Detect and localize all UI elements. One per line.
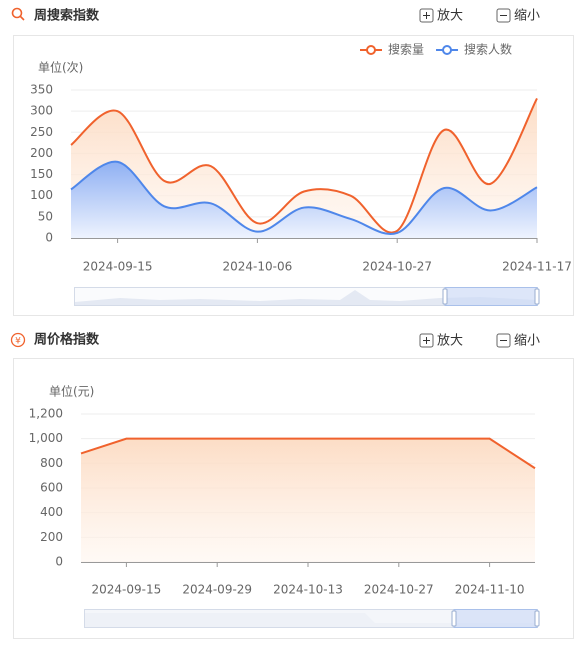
search-icon	[11, 7, 25, 21]
y-tick-label: 800	[40, 456, 63, 470]
y-axis-label: 单位(次)	[38, 60, 83, 75]
x-tick-label: 2024-11-17	[502, 260, 572, 274]
y-tick-label: 200	[40, 530, 63, 544]
x-tick-label: 2024-10-27	[362, 260, 432, 274]
panel-box	[13, 358, 574, 639]
x-tick-label: 2024-10-27	[364, 583, 434, 597]
y-tick-label: 1,000	[29, 431, 63, 445]
y-tick-label: 1,200	[29, 407, 63, 421]
zoom-in-label[interactable]: 放大	[437, 334, 463, 349]
x-tick-label: 2024-10-06	[223, 260, 293, 274]
x-tick-label: 2024-10-13	[273, 583, 343, 597]
y-tick-label: 600	[40, 481, 63, 495]
area	[71, 161, 537, 238]
y-tick-label: 350	[30, 83, 53, 97]
y-tick-label: 0	[45, 231, 53, 245]
legend-marker	[366, 45, 376, 55]
y-tick-label: 100	[30, 188, 53, 202]
zoom-in-label[interactable]: 放大	[437, 9, 463, 24]
y-tick-label: 200	[30, 146, 53, 160]
area	[81, 438, 535, 562]
zoom-out-label[interactable]: 缩小	[514, 333, 540, 349]
panel-title: 周价格指数	[34, 332, 100, 348]
line	[70, 160, 538, 235]
zoom-slider[interactable]	[84, 609, 540, 628]
legend-label: 搜索人数	[464, 42, 512, 57]
y-tick-label: 150	[30, 167, 53, 181]
legend-marker	[442, 45, 453, 55]
panel-title: 周搜索指数	[34, 8, 100, 24]
line	[70, 97, 538, 234]
y-tick-label: 400	[40, 505, 63, 519]
x-tick-label: 2024-09-29	[182, 583, 252, 597]
zoom-slider[interactable]	[74, 287, 540, 306]
x-tick-label: 2024-09-15	[83, 260, 153, 274]
y-axis-label: 单位(元)	[49, 384, 94, 399]
plus-icon	[423, 12, 430, 19]
y-tick-label: 50	[38, 209, 53, 223]
line	[80, 437, 536, 470]
price-icon-glyph: ¥	[15, 337, 21, 347]
plus-icon	[423, 337, 430, 344]
price-icon	[10, 332, 26, 348]
legend-label: 搜索量	[388, 42, 424, 57]
area	[71, 98, 537, 238]
zoom-out-label[interactable]: 缩小	[514, 8, 540, 24]
y-tick-label: 250	[30, 125, 53, 139]
x-tick-label: 2024-11-10	[455, 583, 525, 597]
x-tick-label: 2024-09-15	[92, 583, 162, 597]
y-tick-label: 300	[30, 104, 53, 118]
y-tick-label: 0	[55, 555, 63, 569]
panel-box	[13, 35, 574, 316]
